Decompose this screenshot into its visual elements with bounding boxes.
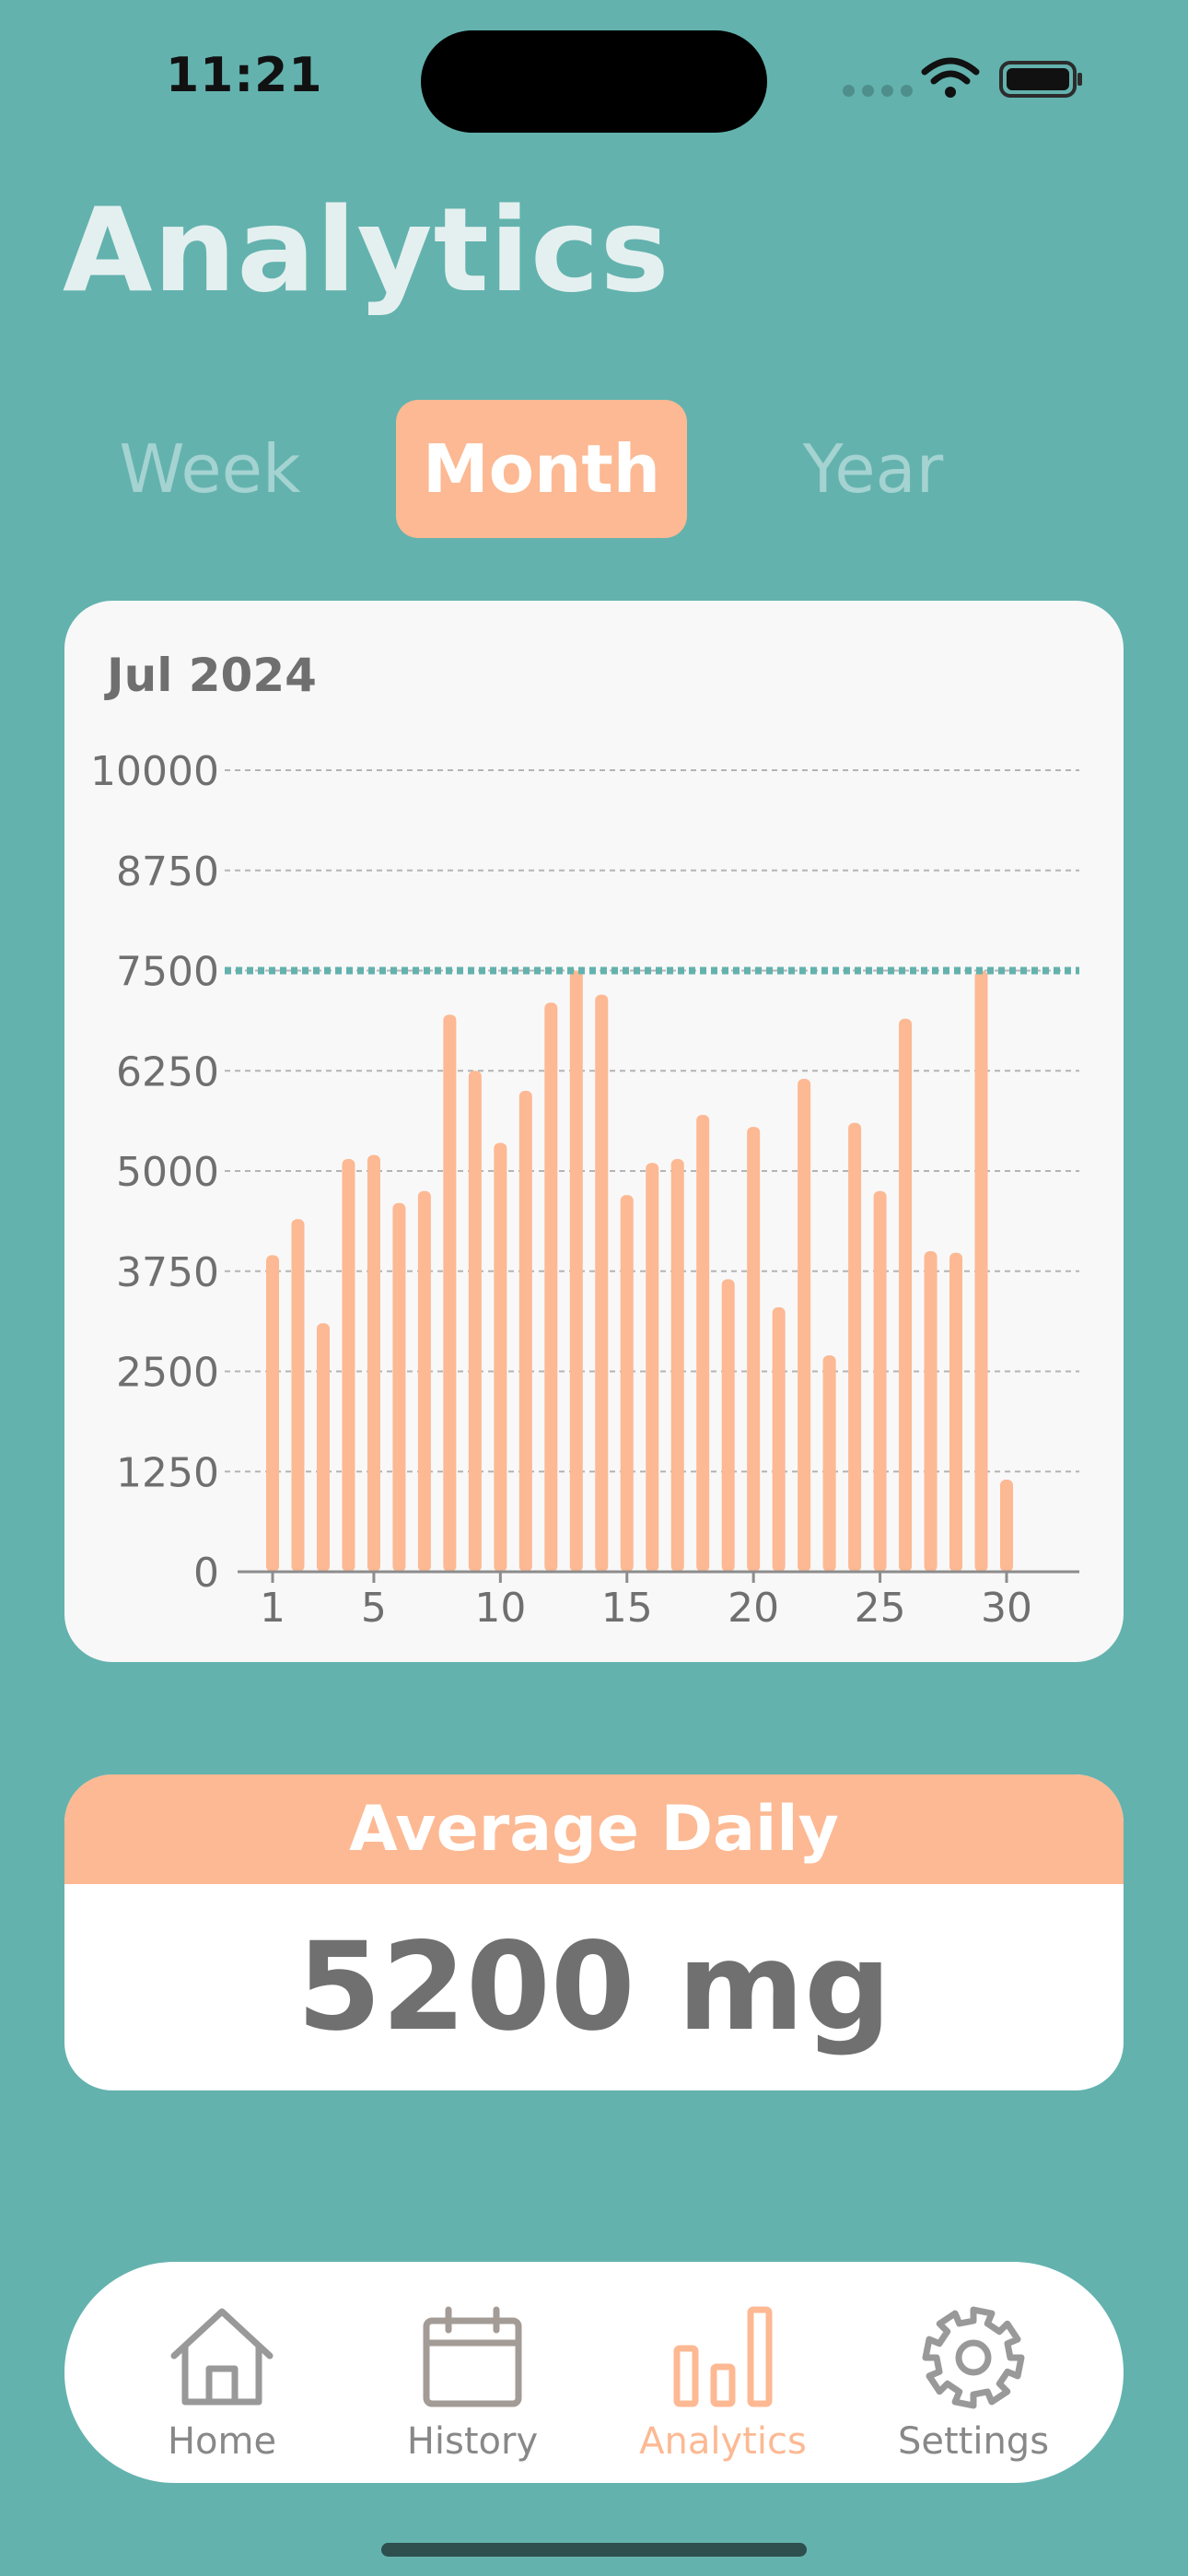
- house-icon: [170, 2308, 274, 2406]
- chart-card: Jul 2024 0 1250 2500 3750 5000 6250 7500 8750 10…: [64, 601, 1124, 1662]
- bar: [822, 1355, 836, 1572]
- bar: [316, 1323, 330, 1572]
- x-tick-label: 20: [728, 1585, 779, 1632]
- bar: [646, 1163, 659, 1572]
- average-daily-title: Average Daily: [64, 1774, 1124, 1884]
- page-title: Analytics: [63, 182, 670, 318]
- tab-history[interactable]: History: [357, 2262, 588, 2483]
- bar-chart-icon: [673, 2306, 773, 2407]
- tab-settings-label: Settings: [897, 2420, 1050, 2463]
- tab-analytics[interactable]: Analytics: [608, 2262, 838, 2483]
- bar: [443, 1014, 457, 1572]
- x-tick-label: 1: [260, 1585, 285, 1632]
- chart-period-label: Jul 2024: [107, 649, 317, 702]
- tab-month[interactable]: Month: [396, 400, 687, 538]
- y-tick-label: 2500: [116, 1350, 219, 1397]
- tab-home-label: Home: [167, 2420, 277, 2463]
- gear-icon: [922, 2306, 1025, 2409]
- bar: [798, 1078, 811, 1572]
- tab-week[interactable]: Week: [119, 430, 301, 508]
- y-tick-label: 3750: [116, 1249, 219, 1296]
- bar: [367, 1154, 380, 1572]
- y-tick-label: 8750: [116, 849, 219, 896]
- bar: [747, 1127, 761, 1572]
- average-daily-card: Average Daily 5200 mg: [64, 1774, 1124, 2090]
- bar: [569, 970, 583, 1572]
- bar: [342, 1158, 355, 1572]
- dynamic-island: [421, 30, 767, 133]
- tab-history-label: History: [406, 2420, 539, 2463]
- bar: [873, 1190, 887, 1572]
- bar: [620, 1195, 634, 1572]
- x-tick-label: 15: [601, 1585, 653, 1632]
- tab-analytics-label: Analytics: [639, 2420, 807, 2463]
- bar: [392, 1202, 406, 1572]
- bar: [670, 1158, 684, 1572]
- tab-home[interactable]: Home: [107, 2262, 337, 2483]
- tab-settings[interactable]: Settings: [858, 2262, 1089, 2483]
- cellular-signal-icon: [843, 85, 913, 97]
- bar: [494, 1142, 507, 1572]
- y-tick-label: 7500: [116, 949, 219, 996]
- bar: [974, 970, 988, 1572]
- battery-icon: [999, 61, 1082, 98]
- bar: [1000, 1479, 1013, 1572]
- bar: [518, 1091, 532, 1572]
- y-tick-label: 1250: [116, 1449, 219, 1496]
- average-daily-value: 5200 mg: [297, 1916, 891, 2058]
- x-tick-label: 25: [855, 1585, 906, 1632]
- status-time: 11:21: [166, 48, 323, 103]
- bar: [721, 1279, 735, 1572]
- y-tick-label: 10000: [90, 748, 219, 795]
- bar: [468, 1071, 482, 1572]
- tab-year[interactable]: Year: [802, 430, 944, 508]
- range-segmented-control: Week Month Year: [64, 400, 1124, 538]
- calendar-icon: [423, 2306, 522, 2407]
- bar: [848, 1122, 862, 1572]
- bar: [899, 1018, 913, 1572]
- home-indicator: [381, 2543, 807, 2557]
- bar: [266, 1255, 279, 1572]
- bar: [772, 1306, 786, 1572]
- wifi-icon: [921, 57, 980, 98]
- y-tick-label: 5000: [116, 1149, 219, 1196]
- x-tick-label: 10: [474, 1585, 526, 1632]
- y-tick-label: 0: [193, 1550, 219, 1597]
- bar: [595, 994, 609, 1572]
- bar: [291, 1219, 305, 1572]
- bar: [696, 1115, 710, 1572]
- bar: [544, 1002, 558, 1572]
- bar: [924, 1251, 938, 1572]
- x-tick-label: 30: [981, 1585, 1032, 1632]
- y-tick-label: 6250: [116, 1048, 219, 1095]
- bar: [949, 1252, 963, 1572]
- x-tick-label: 5: [361, 1585, 387, 1632]
- tab-bar: Home History Analytics Settings: [64, 2262, 1124, 2483]
- bar: [417, 1190, 431, 1572]
